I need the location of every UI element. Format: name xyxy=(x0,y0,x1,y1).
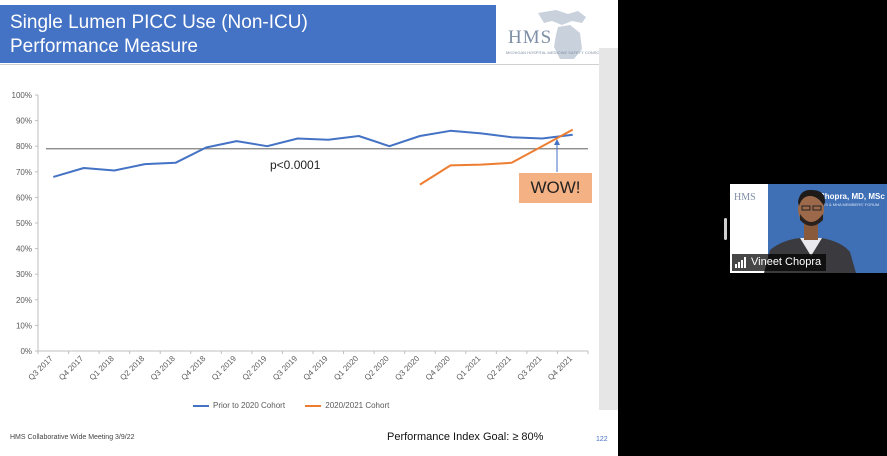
y-tick-label: 20% xyxy=(16,296,32,305)
series-line-0 xyxy=(53,129,573,178)
chart-series xyxy=(53,128,574,186)
x-tick-label: Q4 2019 xyxy=(302,354,330,382)
logo-subtitle: MICHIGAN HOSPITAL MEDICINE SAFETY CONSOR… xyxy=(506,50,613,55)
participant-name-tag: Vineet Chopra xyxy=(732,254,827,271)
y-tick-label: 40% xyxy=(16,245,32,254)
signal-bars-icon xyxy=(735,256,746,268)
video-logo-text: HMS xyxy=(734,192,756,203)
x-tick-label: Q4 2018 xyxy=(179,354,207,382)
footer-goal-text: Performance Index Goal: ≥ 80% xyxy=(387,431,544,443)
x-tick-label: Q4 2021 xyxy=(546,354,574,382)
footer-meeting-text: HMS Collaborative Wide Meeting 3/9/22 xyxy=(10,434,135,441)
x-tick-label: Q3 2017 xyxy=(27,354,55,382)
y-tick-label: 80% xyxy=(16,142,32,151)
x-tick-label: Q1 2019 xyxy=(210,354,238,382)
slide-title: Single Lumen PICC Use (Non-ICU) xyxy=(10,12,308,33)
slide-title-bar: Single Lumen PICC Use (Non-ICU) Performa… xyxy=(0,5,496,63)
y-tick-label: 50% xyxy=(16,219,32,228)
x-tick-label: Q3 2020 xyxy=(393,354,421,382)
presentation-slide: Single Lumen PICC Use (Non-ICU) Performa… xyxy=(0,0,618,456)
y-tick-label: 100% xyxy=(12,91,32,100)
y-tick-label: 0% xyxy=(20,347,32,356)
participant-video-tile[interactable]: HMS Chopra, MD, MSc HMS & MHA MEMBERS' F… xyxy=(730,184,887,273)
video-background-subheader: HMS & MHA MEMBERS' FORUM xyxy=(819,202,880,207)
logo-text: HMS xyxy=(508,27,553,48)
wow-callout: WOW! xyxy=(519,173,592,203)
y-axis-ticks: 0% 10% 20% 30% 40% 50% 60% 70% 80% 90% 100% xyxy=(12,91,38,356)
michigan-map-logo-icon xyxy=(538,10,586,59)
video-background-header: Chopra, MD, MSc xyxy=(819,192,885,201)
callout-arrowhead xyxy=(554,139,560,145)
page-number: 122 xyxy=(596,436,608,443)
y-tick-label: 10% xyxy=(16,321,32,330)
x-axis-ticks: Q3 2017 Q4 2017 Q1 2018 Q2 2018 Q3 2018 Q4 20… xyxy=(27,351,589,382)
series-line-1 xyxy=(419,128,574,186)
x-tick-label: Q4 2017 xyxy=(57,354,85,382)
title-underline xyxy=(0,64,600,65)
y-tick-label: 60% xyxy=(16,193,32,202)
hms-logo: HMS MICHIGAN HOSPITAL MEDICINE SAFETY CO… xyxy=(498,5,612,65)
x-tick-label: Q1 2018 xyxy=(88,354,116,382)
legend-swatch-orange xyxy=(305,404,322,407)
y-tick-label: 90% xyxy=(16,117,32,126)
legend-swatch-blue xyxy=(193,404,209,407)
x-tick-label: Q3 2019 xyxy=(271,354,299,382)
x-tick-label: Q1 2020 xyxy=(332,354,360,382)
line-chart: 0% 10% 20% 30% 40% 50% 60% 70% 80% 90% 100% Q3 201… xyxy=(12,91,589,382)
x-tick-label: Q2 2018 xyxy=(118,354,146,382)
legend-label: Prior to 2020 Cohort xyxy=(213,401,286,410)
slide-subtitle: Performance Measure xyxy=(10,36,198,57)
x-tick-label: Q2 2020 xyxy=(363,354,391,382)
participant-name: Vineet Chopra xyxy=(751,256,822,268)
y-tick-label: 70% xyxy=(16,168,32,177)
slide-scrollbar[interactable] xyxy=(599,48,618,410)
x-tick-label: Q4 2020 xyxy=(424,354,452,382)
x-tick-label: Q3 2021 xyxy=(516,354,544,382)
legend-item-prior: Prior to 2020 Cohort xyxy=(193,401,285,410)
y-tick-label: 30% xyxy=(16,270,32,279)
panel-resize-handle[interactable] xyxy=(724,218,727,240)
x-tick-label: Q1 2021 xyxy=(454,354,482,382)
p-value-annotation: p<0.0001 xyxy=(270,158,321,172)
legend-label: 2020/2021 Cohort xyxy=(325,401,390,410)
chart-axes xyxy=(37,95,588,352)
legend-item-new: 2020/2021 Cohort xyxy=(305,401,389,410)
x-tick-label: Q3 2018 xyxy=(149,354,177,382)
chart-legend: Prior to 2020 Cohort 2020/2021 Cohort xyxy=(193,401,407,410)
x-tick-label: Q2 2019 xyxy=(241,354,269,382)
x-tick-label: Q2 2021 xyxy=(485,354,513,382)
